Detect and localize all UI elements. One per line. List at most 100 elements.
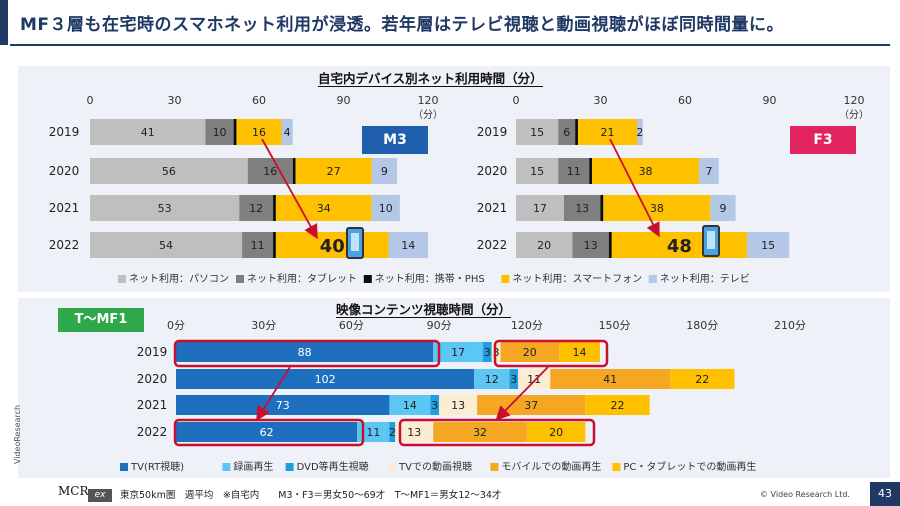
bar-segment xyxy=(474,369,510,389)
bar-value-label: 14 xyxy=(401,239,415,252)
trend-arrow xyxy=(609,138,660,238)
bar-segment xyxy=(90,232,243,258)
x-tick-label: 0 xyxy=(87,94,94,107)
chart-f3: 0 30 60 90 120 （分） 2019 15 6 21 2 2020 15 11 38 7 2021 17… xyxy=(477,94,869,258)
highlight-box xyxy=(493,339,609,368)
bar-segment xyxy=(516,195,564,221)
legend-swatch xyxy=(363,275,372,283)
legend-label: ネット利用：携帯・PHS xyxy=(375,272,485,285)
bar-value-label: 37 xyxy=(524,399,538,412)
x-tick-label: 60分 xyxy=(339,319,364,332)
mcr-logo: MCR ex xyxy=(58,484,114,502)
bar-segment xyxy=(371,158,398,184)
y-category-label: 2021 xyxy=(137,398,168,412)
bar-value-label: 6 xyxy=(563,126,570,139)
x-tick-label: 30分 xyxy=(251,319,276,332)
y-category-label: 2019 xyxy=(137,345,168,359)
bar-segment xyxy=(550,369,671,389)
bar-segment xyxy=(589,158,593,184)
bar-segment xyxy=(176,342,434,362)
bar-value-label: 41 xyxy=(603,373,617,386)
bar-value-label: 15 xyxy=(761,239,775,252)
y-category-label: 2022 xyxy=(477,238,508,252)
bar-value-label: 22 xyxy=(695,373,709,386)
highlight-box xyxy=(173,339,441,368)
badge-f3: F3 xyxy=(790,126,856,154)
bar-segment xyxy=(275,195,372,221)
device-usage-title: 自宅内デバイス別ネット利用時間（分） xyxy=(318,71,543,87)
bar-segment xyxy=(389,422,396,442)
chart-annotations xyxy=(173,138,660,447)
legend-swatch xyxy=(612,463,621,471)
x-tick-label: 120 xyxy=(418,94,439,107)
legend-label: 録画再生 xyxy=(233,460,273,473)
copyright: © Video Research Ltd. xyxy=(760,490,850,499)
bar-value-label: 17 xyxy=(533,202,547,215)
legend-label: DVD等再生視聴 xyxy=(297,460,369,473)
bar-segment xyxy=(233,119,237,145)
bar-value-label: 22 xyxy=(610,399,624,412)
x-tick-label: 120分 xyxy=(511,319,543,332)
bar-value-label: 16 xyxy=(252,126,266,139)
bar-segment xyxy=(516,158,559,184)
bar-segment xyxy=(281,119,293,145)
bar-value-label: 10 xyxy=(379,202,393,215)
bar-value-label: 34 xyxy=(317,202,331,215)
legend-label: PC・タブレットでの動画再生 xyxy=(623,460,756,473)
bar-segment xyxy=(558,158,590,184)
bar-segment xyxy=(746,232,790,258)
legend-label: TV(RT視聴) xyxy=(130,460,184,473)
bar-segment xyxy=(90,119,206,145)
title-underline xyxy=(10,44,890,46)
bar-value-label: 3 xyxy=(484,346,491,359)
footer-note: 東京50km圏 週平均 ※自宅内 M3・F3＝男女50〜69才 T〜MF1＝男女… xyxy=(120,490,502,501)
bar-value-label: 40 xyxy=(320,236,345,257)
bar-segment xyxy=(558,119,576,145)
bar-segment xyxy=(575,119,578,145)
legend-label: TVでの動画視聴 xyxy=(398,460,472,473)
x-tick-label: 60 xyxy=(252,94,266,107)
y-category-label: 2021 xyxy=(477,201,508,215)
bar-value-label: 17 xyxy=(451,346,465,359)
bar-value-label: 41 xyxy=(141,126,155,139)
bar-value-label: 27 xyxy=(327,165,341,178)
bar-segment xyxy=(603,195,711,221)
y-category-label: 2020 xyxy=(477,164,508,178)
bar-segment xyxy=(388,232,428,258)
video-viewing-title: 映像コンテンツ視聴時間（分） xyxy=(336,302,512,318)
bar-value-label: 10 xyxy=(213,126,227,139)
bar-segment xyxy=(205,119,234,145)
bar-value-label: 14 xyxy=(403,399,417,412)
bar-value-label: 15 xyxy=(530,165,544,178)
legend-swatch xyxy=(236,275,244,283)
bar-segment xyxy=(275,232,389,258)
bar-segment xyxy=(176,369,475,389)
legend-swatch xyxy=(285,463,294,471)
y-category-label: 2022 xyxy=(137,425,168,439)
chart-legends: ネット利用：パソコン ネット利用：タブレット ネット利用：携帯・PHS ネット利用：ス… xyxy=(118,272,756,473)
bar-value-label: 20 xyxy=(523,346,537,359)
bar-segment xyxy=(637,119,643,145)
legend-label: ネット利用：パソコン xyxy=(129,273,229,285)
y-category-label: 2020 xyxy=(137,372,168,386)
bar-value-label: 13 xyxy=(407,426,421,439)
vertical-brand-label: VideoResearch xyxy=(13,404,23,465)
bar-segment xyxy=(572,232,609,258)
bar-value-label: 4 xyxy=(284,126,291,139)
bar-value-label: 11 xyxy=(366,426,380,439)
smartphone-icon xyxy=(346,227,364,259)
x-tick-label: 30 xyxy=(168,94,182,107)
bar-value-label: 14 xyxy=(572,346,586,359)
y-category-label: 2019 xyxy=(477,125,508,139)
x-tick-label: 0分 xyxy=(167,319,185,332)
bar-value-label: 13 xyxy=(575,202,589,215)
bar-value-label: 102 xyxy=(315,373,336,386)
legend-swatch xyxy=(388,463,396,471)
page-number: 43 xyxy=(870,482,900,506)
legend-label: ネット利用：タブレット xyxy=(247,272,357,285)
bar-segment xyxy=(563,195,601,221)
bar-value-label: 73 xyxy=(276,399,290,412)
legend-swatch xyxy=(648,275,657,283)
bar-segment xyxy=(90,195,240,221)
